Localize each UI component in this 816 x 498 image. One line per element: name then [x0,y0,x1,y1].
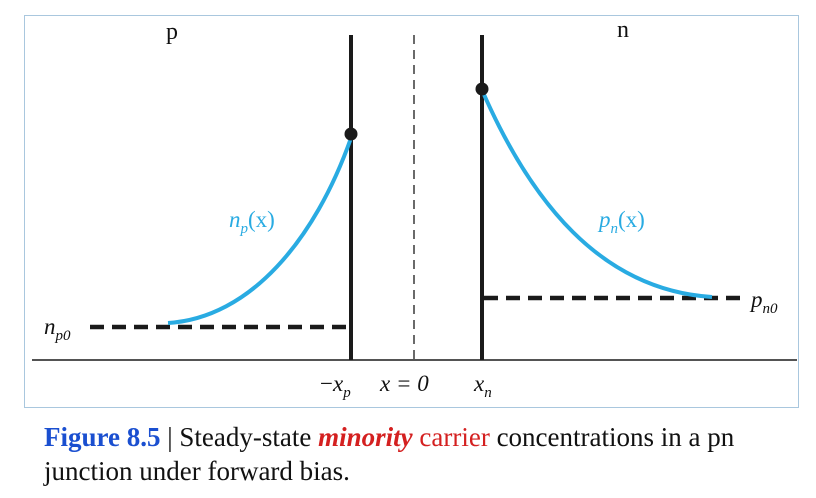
np-curve-label: np(x) [229,207,275,237]
pn-junction-diagram: p n np(x) pn(x) np0 pn0 −xp x = 0 xn [32,17,797,401]
figure-frame [24,15,799,408]
np-boundary-point [344,127,358,141]
p-region-label: p [166,19,178,45]
pn-boundary-point [475,82,489,96]
np-curve [167,137,353,325]
pn-curve-label: pn(x) [597,207,645,237]
neg-xp-label: −xp [320,371,351,401]
x-zero-label: x = 0 [379,371,429,396]
pn0-label: pn0 [749,287,778,317]
pn-curve [480,89,713,299]
caption-carrier-word: carrier [412,422,490,452]
figure-caption: Figure 8.5 | Steady-state minority carri… [44,420,804,488]
figure-number: Figure 8.5 [44,422,161,452]
caption-separator: | Steady-state [160,422,319,452]
xn-label: xn [473,371,492,401]
caption-minority-word: minority [318,422,413,452]
np0-label: np0 [44,314,71,344]
n-region-label: n [617,17,629,43]
caption-rest: concentrations in a pn junction under fo… [44,422,735,486]
